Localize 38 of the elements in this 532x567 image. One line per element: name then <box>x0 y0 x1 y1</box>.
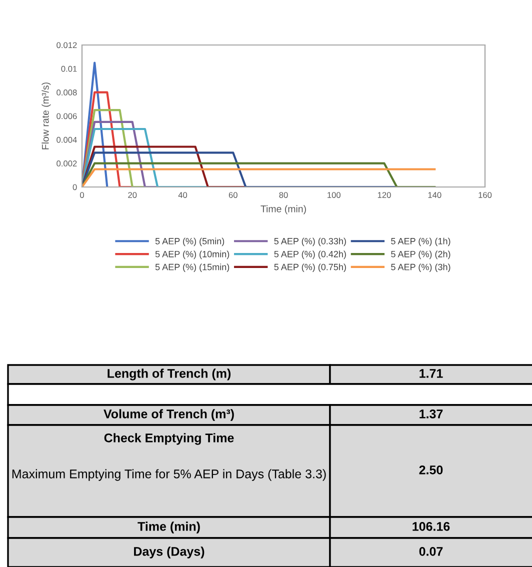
text: Check Emptying Time <box>104 433 234 445</box>
legend-label: 5 AEP (%) (0.75h) <box>274 264 346 272</box>
legend-label: 5 AEP (%) (0.42h) <box>274 250 346 260</box>
y-tick-label: 0.008 <box>56 90 77 96</box>
text: Days (Days) <box>134 546 204 558</box>
legend-label: 5 AEP (%) (3h) <box>391 264 450 272</box>
text: Length of Trench (m) <box>108 368 231 380</box>
y-tick-label: 0.01 <box>61 66 77 72</box>
y-tick-label: 0.012 <box>56 42 77 48</box>
text: Time (min) <box>138 522 200 534</box>
text: 106.16 <box>412 522 450 531</box>
x-tick-label: 100 <box>328 192 340 198</box>
text: 0.07 <box>419 547 443 556</box>
legend-label: 5 AEP (%) (0.33h) <box>274 238 346 246</box>
y-tick-label: 0.004 <box>56 136 77 143</box>
x-tick-label: 0 <box>80 192 84 198</box>
legend-label: 5 AEP (%) (2h) <box>391 250 450 260</box>
text: 2.50 <box>419 466 443 474</box>
y-tick-label: 0 <box>72 184 77 190</box>
legend-label: 5 AEP (%) (1h) <box>391 238 450 246</box>
y-tick-label: 0.006 <box>56 113 77 120</box>
y-tick-label: 0.002 <box>56 160 77 166</box>
x-tick-label: 20 <box>128 192 137 198</box>
x-tick-label: 160 <box>478 192 492 198</box>
x-tick-label: 40 <box>178 192 188 198</box>
legend-label: 5 AEP (%) (5min) <box>155 238 224 246</box>
text: 1.71 <box>420 369 443 378</box>
x-axis-title: Time (min) <box>260 205 306 214</box>
x-tick-label: 120 <box>378 192 391 198</box>
text: 1.37 <box>420 410 443 418</box>
x-tick-label: 80 <box>279 192 288 198</box>
legend-label: 5 AEP (%) (15min) <box>155 264 230 272</box>
text: Volume of Trench (m³) <box>104 409 234 421</box>
text: Maximum Emptying Time for 5% AEP in Days (Table 3.3) <box>12 469 326 481</box>
legend-label: 5 AEP (%) (10min) <box>155 250 230 260</box>
x-tick-label: 140 <box>428 192 442 198</box>
x-tick-label: 60 <box>228 192 238 198</box>
y-axis-title: Flow rate (m³/s) <box>42 82 51 150</box>
